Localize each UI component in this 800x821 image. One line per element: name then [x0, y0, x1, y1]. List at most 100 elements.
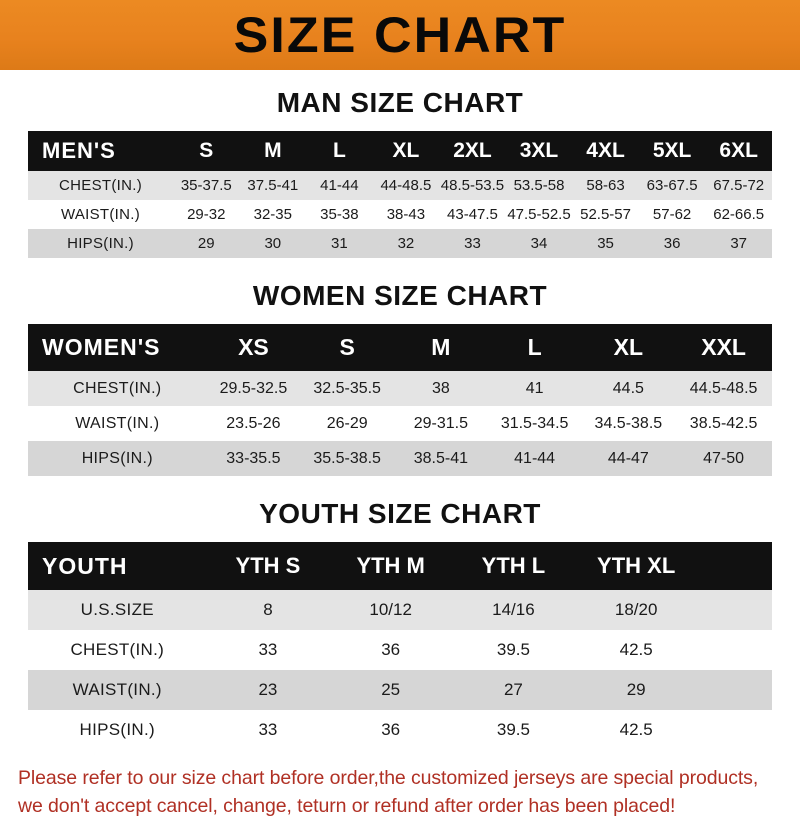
cell-value: 29.5-32.5	[206, 371, 301, 406]
women-size-header: M	[394, 324, 488, 371]
women-table-header-row: WOMEN'S XS S M L XL XXL	[28, 324, 772, 371]
cell-value: 36	[638, 229, 706, 258]
row-label: CHEST(IN.)	[28, 171, 173, 200]
footer-disclaimer: Please refer to our size chart before or…	[18, 764, 782, 821]
women-header-label: WOMEN'S	[28, 324, 207, 371]
cell-value: 33-35.5	[206, 441, 301, 476]
table-row: WAIST(IN.) 23.5-26 26-29 29-31.5 31.5-34…	[28, 406, 772, 441]
cell-value: 67.5-72	[705, 171, 772, 200]
banner-title: SIZE CHART	[233, 7, 567, 63]
cell-value: 30	[239, 229, 307, 258]
youth-size-header: YTH XL	[574, 542, 698, 590]
man-size-header: M	[239, 131, 307, 171]
cell-value: 42.5	[574, 710, 698, 750]
women-section-title: WOMEN SIZE CHART	[252, 280, 548, 311]
cell-value: 26-29	[300, 406, 395, 441]
row-label: HIPS(IN.)	[28, 710, 207, 750]
cell-value: 33	[206, 630, 330, 670]
cell-value: 36	[329, 710, 453, 750]
row-label: HIPS(IN.)	[28, 441, 207, 476]
cell-value: 8	[206, 590, 330, 630]
women-size-header: S	[300, 324, 395, 371]
youth-header-spacer	[697, 542, 772, 590]
cell-value: 29-31.5	[394, 406, 488, 441]
women-size-header: XS	[206, 324, 301, 371]
cell-value: 29-32	[173, 200, 240, 229]
cell-value: 62-66.5	[705, 200, 772, 229]
row-label: HIPS(IN.)	[28, 229, 173, 258]
row-label: CHEST(IN.)	[28, 371, 207, 406]
table-row: WAIST(IN.) 23 25 27 29	[28, 670, 772, 710]
cell-value: 41	[487, 371, 582, 406]
cell-value: 35-38	[306, 200, 373, 229]
footer-line-2: we don't accept cancel, change, teturn o…	[18, 795, 676, 818]
cell-value: 35.5-38.5	[300, 441, 395, 476]
cell-value: 14/16	[452, 590, 575, 630]
cell-value: 36	[329, 630, 453, 670]
cell-value: 29	[574, 670, 698, 710]
man-size-header: 2XL	[439, 131, 506, 171]
youth-table-header-row: YOUTH YTH S YTH M YTH L YTH XL	[28, 542, 772, 590]
cell-value: 37.5-41	[239, 171, 307, 200]
page-banner: SIZE CHART	[0, 0, 800, 70]
women-size-table-wrap: WOMEN'S XS S M L XL XXL CHEST(IN.) 29.5-…	[28, 324, 772, 476]
table-row: U.S.SIZE 8 10/12 14/16 18/20	[28, 590, 772, 630]
row-label: WAIST(IN.)	[28, 406, 207, 441]
cell-spacer	[697, 710, 772, 750]
cell-value: 41-44	[306, 171, 373, 200]
cell-value: 38-43	[372, 200, 440, 229]
row-label: U.S.SIZE	[28, 590, 207, 630]
youth-section-title: YOUTH SIZE CHART	[259, 498, 541, 529]
table-row: CHEST(IN.) 29.5-32.5 32.5-35.5 38 41 44.…	[28, 371, 772, 406]
cell-value: 31.5-34.5	[487, 406, 582, 441]
cell-value: 34.5-38.5	[581, 406, 676, 441]
youth-header-label: YOUTH	[28, 542, 207, 590]
cell-value: 41-44	[487, 441, 582, 476]
cell-value: 57-62	[638, 200, 706, 229]
cell-value: 29	[173, 229, 240, 258]
man-header-label: MEN'S	[28, 131, 173, 171]
cell-spacer	[697, 590, 772, 630]
cell-value: 23.5-26	[206, 406, 301, 441]
cell-value: 35-37.5	[173, 171, 240, 200]
cell-value: 32.5-35.5	[300, 371, 395, 406]
cell-spacer	[697, 670, 772, 710]
man-size-header: 5XL	[638, 131, 706, 171]
cell-value: 52.5-57	[572, 200, 639, 229]
man-size-header: 4XL	[572, 131, 639, 171]
youth-size-header: YTH S	[206, 542, 330, 590]
women-size-header: XL	[581, 324, 676, 371]
row-label: WAIST(IN.)	[28, 200, 173, 229]
cell-value: 58-63	[572, 171, 639, 200]
cell-value: 44.5-48.5	[675, 371, 772, 406]
youth-size-table: YOUTH YTH S YTH M YTH L YTH XL U.S.SIZE …	[28, 542, 772, 750]
cell-value: 23	[206, 670, 330, 710]
cell-value: 44-48.5	[372, 171, 440, 200]
cell-value: 32-35	[239, 200, 307, 229]
youth-size-header: YTH M	[329, 542, 453, 590]
row-label: WAIST(IN.)	[28, 670, 207, 710]
cell-value: 43-47.5	[439, 200, 506, 229]
women-size-header: XXL	[675, 324, 772, 371]
cell-value: 34	[505, 229, 573, 258]
table-row: HIPS(IN.) 29 30 31 32 33 34 35 36 37	[28, 229, 772, 258]
table-row: CHEST(IN.) 35-37.5 37.5-41 41-44 44-48.5…	[28, 171, 772, 200]
women-size-table: WOMEN'S XS S M L XL XXL CHEST(IN.) 29.5-…	[28, 324, 772, 476]
table-row: HIPS(IN.) 33 36 39.5 42.5	[28, 710, 772, 750]
youth-size-table-wrap: YOUTH YTH S YTH M YTH L YTH XL U.S.SIZE …	[28, 542, 772, 750]
cell-value: 27	[452, 670, 575, 710]
cell-value: 48.5-53.5	[439, 171, 506, 200]
table-row: WAIST(IN.) 29-32 32-35 35-38 38-43 43-47…	[28, 200, 772, 229]
cell-value: 33	[439, 229, 506, 258]
man-size-header: L	[306, 131, 373, 171]
cell-value: 38.5-42.5	[675, 406, 772, 441]
cell-value: 31	[306, 229, 373, 258]
women-size-header: L	[487, 324, 582, 371]
man-size-header: XL	[372, 131, 440, 171]
cell-value: 10/12	[329, 590, 453, 630]
cell-value: 39.5	[452, 630, 575, 670]
cell-value: 47.5-52.5	[505, 200, 573, 229]
man-size-table: MEN'S S M L XL 2XL 3XL 4XL 5XL 6XL CHEST…	[28, 131, 772, 258]
cell-value: 38.5-41	[394, 441, 488, 476]
